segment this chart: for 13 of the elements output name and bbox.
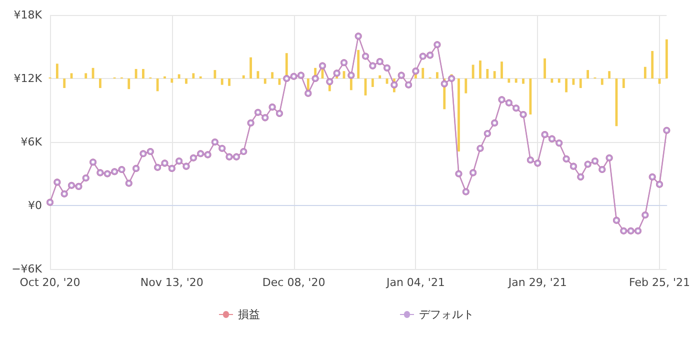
y-tick-label: −¥6K — [12, 262, 43, 276]
x-tick-label: Feb 25, '21 — [629, 276, 690, 289]
legend-label: デフォルト — [419, 308, 474, 321]
legend-label: 損益 — [238, 308, 260, 321]
x-tick-label: Jan 29, '21 — [507, 276, 567, 289]
x-tick-label: Nov 13, '20 — [140, 276, 204, 289]
y-tick-label: ¥0 — [28, 199, 42, 212]
y-tick-label: ¥12K — [14, 72, 43, 85]
x-tick-label: Dec 08, '20 — [262, 276, 326, 289]
x-tick-label: Jan 04, '21 — [385, 276, 445, 289]
y-tick-label: ¥18K — [14, 8, 43, 22]
y-tick-label: ¥6K — [20, 136, 43, 148]
x-tick-label: Oct 20, '20 — [20, 276, 80, 289]
